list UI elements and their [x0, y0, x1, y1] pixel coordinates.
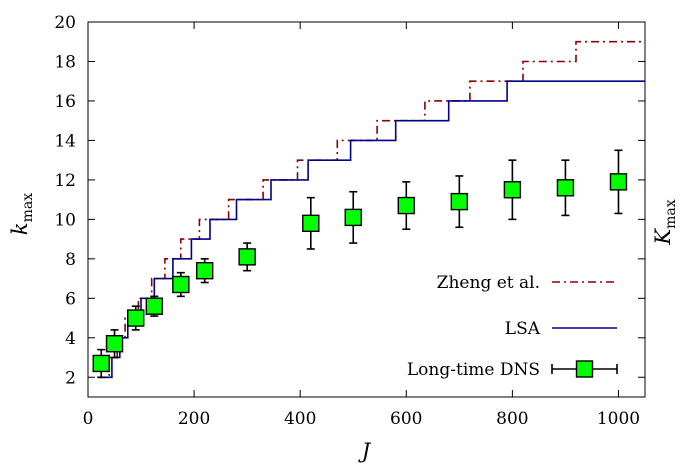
data-point-marker [145, 297, 164, 315]
legend-label: Long-time DNS [407, 360, 540, 380]
series-lsa-line [98, 80, 645, 379]
series-layer [92, 40, 645, 379]
x-tick-label: 800 [496, 409, 528, 429]
data-point-marker [238, 248, 256, 266]
plot-frame [87, 21, 646, 398]
plot-background [88, 22, 645, 397]
y-axis-label-sub: max [20, 193, 36, 223]
series-zheng-line [98, 40, 645, 379]
y-axis-label: kmax [8, 193, 36, 235]
y-tick-label: 14 [54, 131, 76, 151]
data-point-marker [302, 214, 320, 233]
ticks-layer: 0 200 400 600 800 1000 2 4 6 8 10 12 14 16 18 20 [54, 13, 645, 429]
y2-axis-label: Kmax [651, 199, 679, 245]
data-point-marker [92, 354, 110, 373]
y-tick-label: 8 [65, 250, 76, 270]
x-tick-label: 1000 [597, 409, 640, 429]
x-tick-label: 200 [178, 409, 210, 429]
legend: Zheng et al. LSA Long-time DNS [407, 273, 618, 380]
y-tick-label: 6 [65, 289, 76, 309]
y-tick-label: 18 [54, 52, 76, 72]
x-tick-label: 0 [83, 409, 94, 429]
y2-axis-label-main: K [651, 228, 675, 246]
x-axis-label: J [358, 439, 372, 463]
data-point-marker [172, 275, 190, 294]
data-point-marker [127, 309, 145, 327]
data-point-marker [609, 173, 628, 191]
data-point-marker [105, 335, 124, 353]
data-point-marker [397, 196, 415, 215]
y-tick-label: 20 [54, 13, 76, 33]
data-point-marker [503, 181, 522, 199]
legend-marker [575, 360, 594, 378]
y-tick-label: 12 [54, 171, 76, 191]
y-axis-label-main: k [8, 222, 32, 235]
x-tick-label: 400 [284, 409, 316, 429]
y-tick-label: 4 [65, 329, 76, 349]
data-point-marker [556, 179, 575, 197]
data-point-marker [344, 208, 362, 227]
data-point-marker [196, 261, 214, 280]
y-tick-label: 16 [54, 92, 76, 112]
legend-label: Zheng et al. [437, 273, 540, 293]
legend-label: LSA [505, 319, 541, 339]
y-tick-label: 10 [54, 210, 76, 230]
y-tick-label: 2 [65, 368, 76, 388]
x-tick-label: 600 [390, 409, 422, 429]
data-point-marker [450, 192, 469, 211]
y2-axis-label-sub: max [663, 199, 679, 229]
